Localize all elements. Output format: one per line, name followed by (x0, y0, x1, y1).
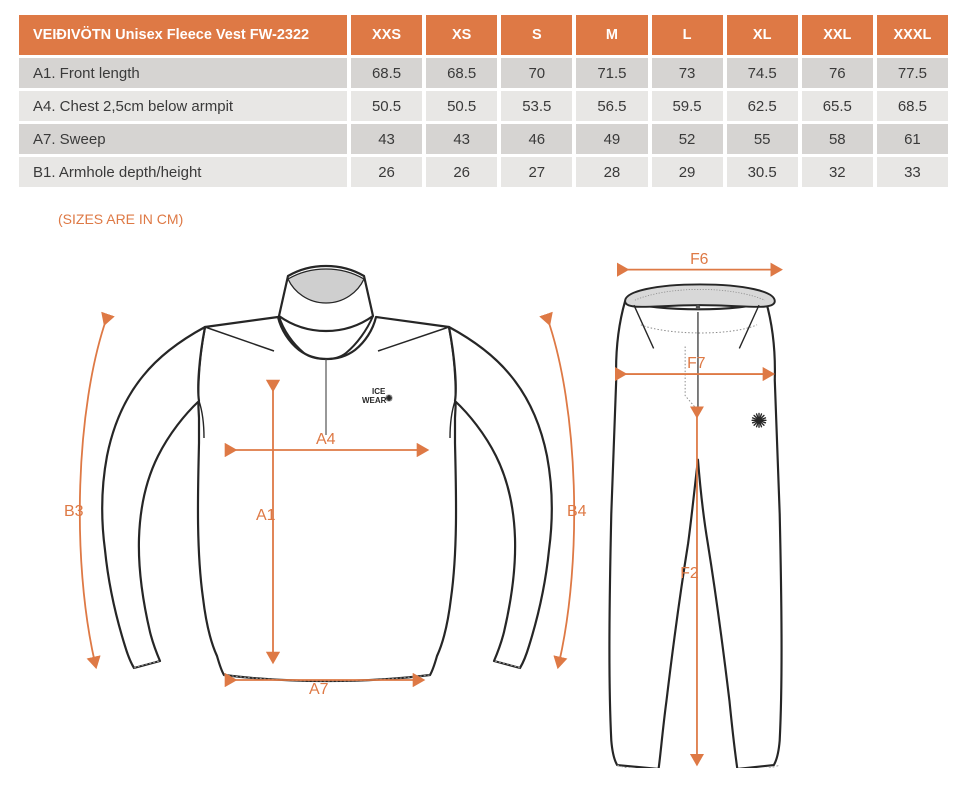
svg-text:A7: A7 (309, 681, 329, 698)
svg-text:F6: F6 (690, 251, 709, 268)
svg-text:A4: A4 (316, 431, 336, 448)
svg-text:A1: A1 (256, 507, 276, 524)
svg-text:F2: F2 (680, 565, 698, 582)
svg-text:WEAR: WEAR (362, 396, 387, 405)
svg-text:F7: F7 (687, 355, 705, 372)
svg-text:B4: B4 (567, 503, 587, 520)
svg-text:ICE: ICE (372, 387, 386, 396)
svg-text:B3: B3 (64, 503, 84, 520)
